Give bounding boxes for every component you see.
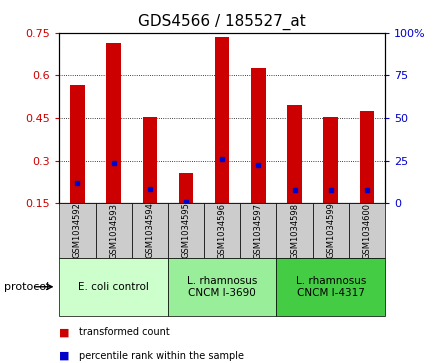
Bar [276,203,313,258]
Bar [59,258,168,316]
Text: GSM1034600: GSM1034600 [363,203,371,258]
Bar [168,203,204,258]
Bar [323,117,338,203]
Text: GSM1034597: GSM1034597 [254,203,263,258]
Bar [240,203,276,258]
Text: GSM1034598: GSM1034598 [290,203,299,258]
Bar [70,85,85,203]
Text: GSM1034593: GSM1034593 [109,203,118,258]
Bar [313,203,349,258]
Bar [251,68,266,203]
Bar [349,203,385,258]
Bar [59,203,95,258]
Text: ■: ■ [59,351,70,361]
Text: ■: ■ [59,327,70,337]
Text: GSM1034594: GSM1034594 [145,203,154,258]
Text: percentile rank within the sample: percentile rank within the sample [79,351,244,361]
Text: transformed count: transformed count [79,327,170,337]
Bar [287,105,302,203]
Text: GSM1034596: GSM1034596 [218,203,227,258]
Text: L. rhamnosus
CNCM I-3690: L. rhamnosus CNCM I-3690 [187,276,257,298]
Text: E. coli control: E. coli control [78,282,149,292]
Text: protocol: protocol [4,282,50,292]
Bar [168,258,276,316]
Bar [95,203,132,258]
Bar [215,37,229,203]
Text: GSM1034595: GSM1034595 [182,203,191,258]
Bar [359,111,374,203]
Title: GDS4566 / 185527_at: GDS4566 / 185527_at [138,14,306,30]
Bar [179,174,193,203]
Bar [204,203,240,258]
Text: L. rhamnosus
CNCM I-4317: L. rhamnosus CNCM I-4317 [296,276,366,298]
Bar [276,258,385,316]
Bar [132,203,168,258]
Text: GSM1034592: GSM1034592 [73,203,82,258]
Bar [106,42,121,203]
Bar [143,117,157,203]
Text: GSM1034599: GSM1034599 [326,203,335,258]
